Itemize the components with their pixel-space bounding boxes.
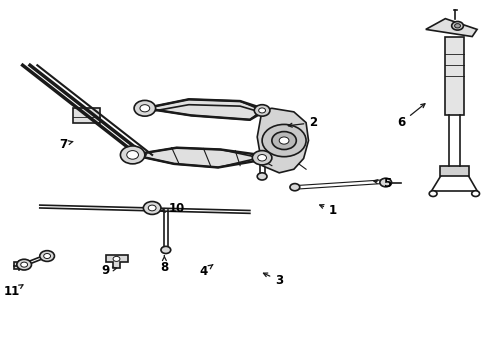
Text: 9: 9 — [101, 264, 117, 277]
Circle shape — [134, 100, 156, 116]
Circle shape — [127, 150, 139, 159]
Circle shape — [254, 105, 270, 116]
Circle shape — [21, 262, 27, 267]
Circle shape — [252, 150, 272, 165]
Circle shape — [452, 22, 464, 30]
Circle shape — [455, 24, 461, 28]
Bar — [441, 166, 469, 176]
Polygon shape — [145, 99, 262, 120]
Circle shape — [257, 173, 267, 180]
Circle shape — [44, 253, 50, 258]
Polygon shape — [426, 19, 477, 37]
Circle shape — [290, 184, 300, 191]
Circle shape — [279, 137, 289, 144]
Text: 6: 6 — [397, 104, 425, 129]
Text: 10: 10 — [161, 202, 185, 215]
Circle shape — [140, 105, 150, 112]
Circle shape — [40, 251, 54, 261]
Circle shape — [272, 132, 296, 149]
Polygon shape — [257, 108, 309, 173]
Circle shape — [161, 246, 171, 253]
Circle shape — [262, 125, 306, 157]
Bar — [445, 37, 464, 116]
Circle shape — [258, 154, 267, 161]
Circle shape — [17, 259, 31, 270]
Text: 7: 7 — [59, 138, 73, 150]
Text: 3: 3 — [264, 273, 283, 287]
Polygon shape — [133, 148, 260, 167]
Circle shape — [429, 191, 437, 197]
Text: 8: 8 — [160, 256, 169, 274]
Circle shape — [380, 178, 392, 187]
Text: 4: 4 — [199, 265, 213, 278]
Circle shape — [472, 191, 480, 197]
Text: 5: 5 — [374, 177, 391, 190]
Circle shape — [259, 108, 266, 113]
Polygon shape — [106, 255, 128, 268]
Bar — [73, 108, 100, 123]
Bar — [14, 262, 26, 269]
Text: 2: 2 — [288, 116, 318, 129]
Circle shape — [113, 256, 120, 261]
Text: 11: 11 — [3, 285, 23, 298]
Circle shape — [148, 205, 156, 211]
Circle shape — [144, 202, 161, 215]
Circle shape — [121, 146, 145, 164]
Text: 1: 1 — [319, 204, 337, 217]
